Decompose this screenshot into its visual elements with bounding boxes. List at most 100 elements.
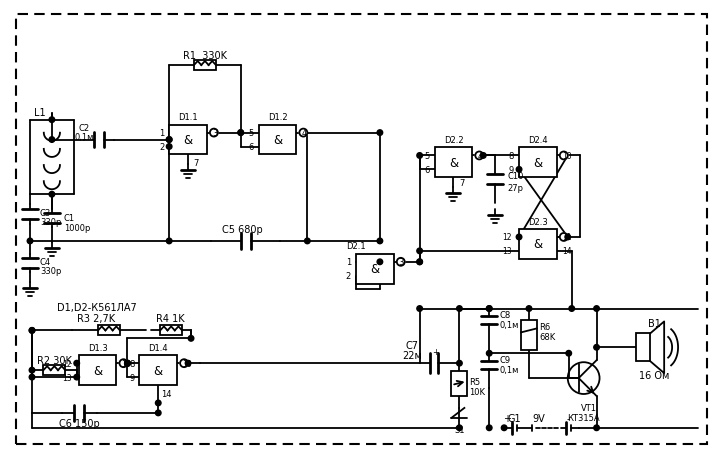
Text: D2.3: D2.3 [528,217,548,226]
Text: 12: 12 [502,233,512,242]
Circle shape [124,361,130,366]
Text: 1: 1 [159,129,164,138]
Circle shape [526,306,531,312]
Text: 5: 5 [424,151,429,161]
Circle shape [377,259,382,265]
Circle shape [49,137,55,143]
Text: VT1: VT1 [581,403,596,413]
Circle shape [566,351,571,356]
Text: L1: L1 [34,107,46,118]
Bar [161,326,182,336]
Text: 1: 1 [346,258,351,267]
Text: D2.1: D2.1 [346,242,366,251]
Text: 4: 4 [301,129,307,138]
Circle shape [569,306,575,312]
Text: C2: C2 [78,124,89,133]
Circle shape [27,239,33,244]
Text: C7: C7 [405,341,418,351]
Text: 8: 8 [509,151,514,161]
Text: 10K: 10K [469,386,485,396]
Circle shape [377,130,382,136]
Circle shape [210,129,218,137]
Circle shape [457,361,462,366]
Text: 22м: 22м [402,351,422,360]
Circle shape [49,192,55,197]
Circle shape [560,234,568,241]
Text: 4: 4 [477,151,482,161]
Circle shape [417,259,422,265]
Circle shape [29,328,35,333]
Text: C9: C9 [499,355,510,364]
Bar [435,148,472,178]
Text: +: + [503,413,511,423]
Circle shape [594,306,599,312]
Circle shape [119,359,127,367]
Text: D1.3: D1.3 [87,343,108,352]
Text: 27p: 27p [507,183,523,192]
Circle shape [238,130,244,136]
Text: C3: C3 [40,208,51,217]
Circle shape [594,425,599,431]
Text: +: + [432,347,439,356]
Circle shape [29,368,35,373]
Bar [140,355,177,385]
Text: C5 680p: C5 680p [223,224,263,235]
Circle shape [166,239,172,244]
Circle shape [516,235,522,240]
Bar [519,230,557,259]
Text: &: & [273,134,282,147]
Text: &: & [370,263,380,276]
Text: 1000p: 1000p [64,223,90,232]
Text: D2.4: D2.4 [528,136,548,145]
Text: 9: 9 [129,373,134,382]
Text: C1: C1 [64,213,75,222]
Circle shape [487,306,492,312]
Circle shape [166,137,172,143]
Bar [169,125,207,155]
Bar [98,326,120,336]
Circle shape [417,259,422,265]
Circle shape [166,137,172,143]
Bar [356,254,394,284]
Circle shape [487,306,492,312]
Circle shape [516,167,522,173]
Text: 6: 6 [424,166,429,174]
Circle shape [155,400,161,406]
Circle shape [180,359,188,367]
Circle shape [188,336,194,341]
Circle shape [417,153,422,159]
Circle shape [417,306,422,312]
Bar [194,61,216,71]
Circle shape [377,239,382,244]
Circle shape [487,425,492,431]
Text: R5: R5 [469,377,481,386]
Circle shape [560,152,568,160]
Text: 13: 13 [62,373,72,382]
Text: 3: 3 [212,129,218,138]
Text: B1: B1 [648,319,661,329]
Text: D2.2: D2.2 [444,136,463,145]
Text: R3 2,7K: R3 2,7K [77,314,115,324]
Circle shape [74,375,80,380]
Text: 7: 7 [193,158,199,168]
Text: 2: 2 [159,143,164,151]
Circle shape [29,328,35,333]
Circle shape [49,118,55,123]
Text: 8: 8 [129,359,134,368]
Circle shape [74,361,80,366]
Text: &: & [154,364,163,377]
Text: 6: 6 [248,143,254,151]
Text: R1  330K: R1 330K [183,51,227,61]
Circle shape [304,239,310,244]
Circle shape [457,425,462,431]
Text: C4: C4 [40,258,51,267]
Text: 7: 7 [460,179,465,187]
Bar [259,125,296,155]
Circle shape [124,361,130,366]
Circle shape [457,306,462,312]
Circle shape [185,361,191,366]
Text: 11: 11 [562,233,571,242]
Circle shape [29,375,35,380]
Circle shape [155,410,161,416]
Circle shape [487,351,492,356]
